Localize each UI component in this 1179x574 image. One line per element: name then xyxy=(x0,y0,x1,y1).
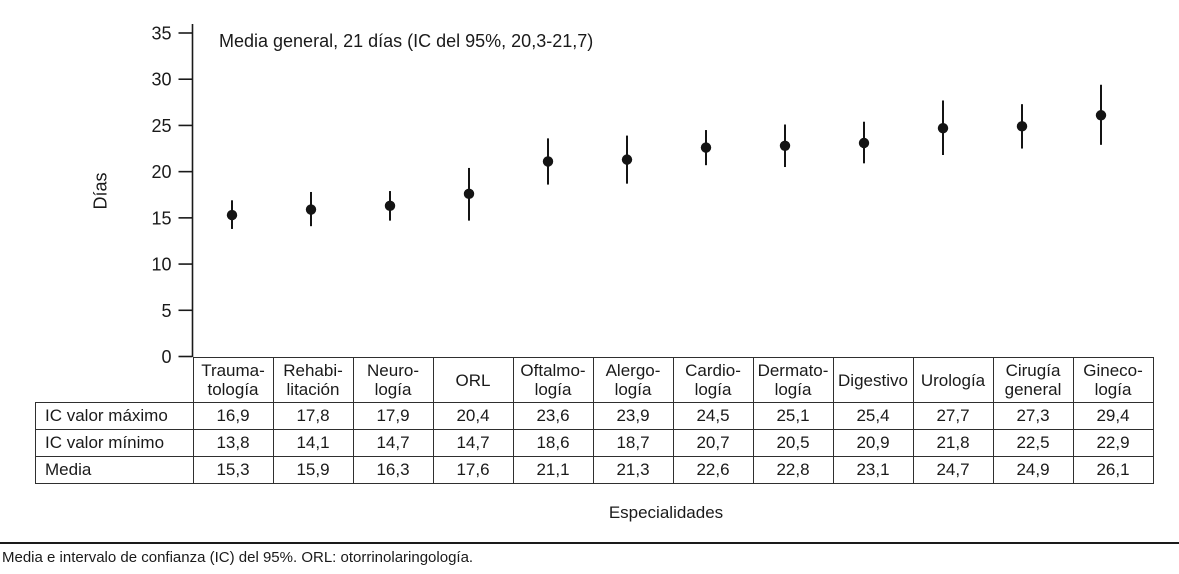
table-cell: 18,6 xyxy=(512,429,594,457)
y-tick-label: 10 xyxy=(151,255,171,275)
table-cell: 22,6 xyxy=(672,456,754,484)
row-label: IC valor mínimo xyxy=(35,429,194,457)
footnote-divider xyxy=(0,542,1179,544)
mean-dot xyxy=(858,137,870,149)
column-header: Digestivo xyxy=(832,357,914,403)
table-cell: 27,3 xyxy=(992,402,1074,430)
ci-table-header: Trauma- tología Rehabi- litación Neuro- lo… xyxy=(36,357,1154,403)
table-cell: 21,3 xyxy=(592,456,674,484)
y-tick-label: 0 xyxy=(161,347,171,367)
mean-dot xyxy=(305,204,317,215)
table-cell: 22,8 xyxy=(752,456,834,484)
row-label: IC valor máximo xyxy=(35,402,194,430)
table-corner-cell xyxy=(36,358,194,403)
table-cell: 26,1 xyxy=(1072,456,1154,484)
table-cell: 20,5 xyxy=(752,429,834,457)
table-cell: 17,6 xyxy=(432,456,514,484)
row-label: Media xyxy=(35,456,194,484)
column-header: ORL xyxy=(432,357,514,403)
y-tick-label: 20 xyxy=(151,162,171,182)
column-header: Cirugía general xyxy=(992,357,1074,403)
table-cell: 17,9 xyxy=(352,402,434,430)
y-tick-label: 35 xyxy=(151,24,171,44)
table-cell: 18,7 xyxy=(592,429,674,457)
mean-dot xyxy=(1016,121,1028,132)
mean-dot xyxy=(384,200,396,212)
table-cell: 24,5 xyxy=(672,402,754,430)
table-cell: 14,7 xyxy=(432,429,514,457)
mean-dot xyxy=(621,154,633,165)
column-header: Dermato- logía xyxy=(752,357,834,403)
ci-table-body: IC valor máximo 16,9 17,8 17,9 20,4 23,6 23,9 2… xyxy=(35,402,1154,484)
table-row: IC valor mínimo 13,8 14,1 14,7 14,7 18,6 18,7 2… xyxy=(35,429,1154,457)
mean-dot xyxy=(542,156,554,167)
table-cell: 20,9 xyxy=(832,429,914,457)
mean-dot xyxy=(700,142,712,153)
table-cell: 14,1 xyxy=(272,429,354,457)
column-header: Rehabi- litación xyxy=(272,357,354,403)
mean-dot xyxy=(1095,110,1107,121)
table-cell: 20,7 xyxy=(672,429,754,457)
table-cell: 21,1 xyxy=(512,456,594,484)
table-cell: 13,8 xyxy=(192,429,274,457)
table-row: IC valor máximo 16,9 17,8 17,9 20,4 23,6 23,9 2… xyxy=(35,402,1154,430)
footnote: Media e intervalo de confianza (IC) del … xyxy=(2,549,474,566)
table-cell: 15,9 xyxy=(272,456,354,484)
ci-table: Trauma- tología Rehabi- litación Neuro- lo… xyxy=(35,357,1154,484)
table-cell: 16,3 xyxy=(352,456,434,484)
table-cell: 22,5 xyxy=(992,429,1074,457)
table-row: Media 15,3 15,9 16,3 17,6 21,1 21,3 22,6 22,8 23,… xyxy=(35,456,1154,484)
column-header: Oftalmo- logía xyxy=(512,357,594,403)
mean-dot xyxy=(937,123,949,134)
table-cell: 24,7 xyxy=(912,456,994,484)
table-cell: 14,7 xyxy=(352,429,434,457)
chart-annotation: Media general, 21 días (IC del 95%, 20,3… xyxy=(219,31,594,51)
column-header: Cardio- logía xyxy=(672,357,754,403)
table-cell: 27,7 xyxy=(912,402,994,430)
y-tick-label: 5 xyxy=(161,301,171,321)
table-cell: 24,9 xyxy=(992,456,1074,484)
table-header-row: Trauma- tología Rehabi- litación Neuro- lo… xyxy=(36,357,1154,403)
column-header: Gineco- logía xyxy=(1072,357,1154,403)
column-header: Urología xyxy=(912,357,994,403)
mean-dot xyxy=(463,188,475,200)
column-header: Alergo- logía xyxy=(592,357,674,403)
table-cell: 20,4 xyxy=(432,402,514,430)
x-axis-title: Especialidades xyxy=(608,503,724,522)
table-cell: 17,8 xyxy=(272,402,354,430)
y-tick-label: 30 xyxy=(151,70,171,90)
table-cell: 21,8 xyxy=(912,429,994,457)
mean-dot xyxy=(226,209,238,221)
table-cell: 16,9 xyxy=(192,402,274,430)
table-cell: 25,4 xyxy=(832,402,914,430)
table-cell: 25,1 xyxy=(752,402,834,430)
table-cell: 15,3 xyxy=(192,456,274,484)
y-tick-label: 25 xyxy=(151,116,171,136)
column-header: Neuro- logía xyxy=(352,357,434,403)
y-tick-label: 15 xyxy=(151,208,171,228)
table-cell: 23,1 xyxy=(832,456,914,484)
mean-dot xyxy=(779,140,791,151)
table-cell: 29,4 xyxy=(1072,402,1154,430)
column-header: Trauma- tología xyxy=(192,357,274,403)
table-cell: 23,6 xyxy=(512,402,594,430)
table-cell: 22,9 xyxy=(1072,429,1154,457)
table-cell: 23,9 xyxy=(592,402,674,430)
